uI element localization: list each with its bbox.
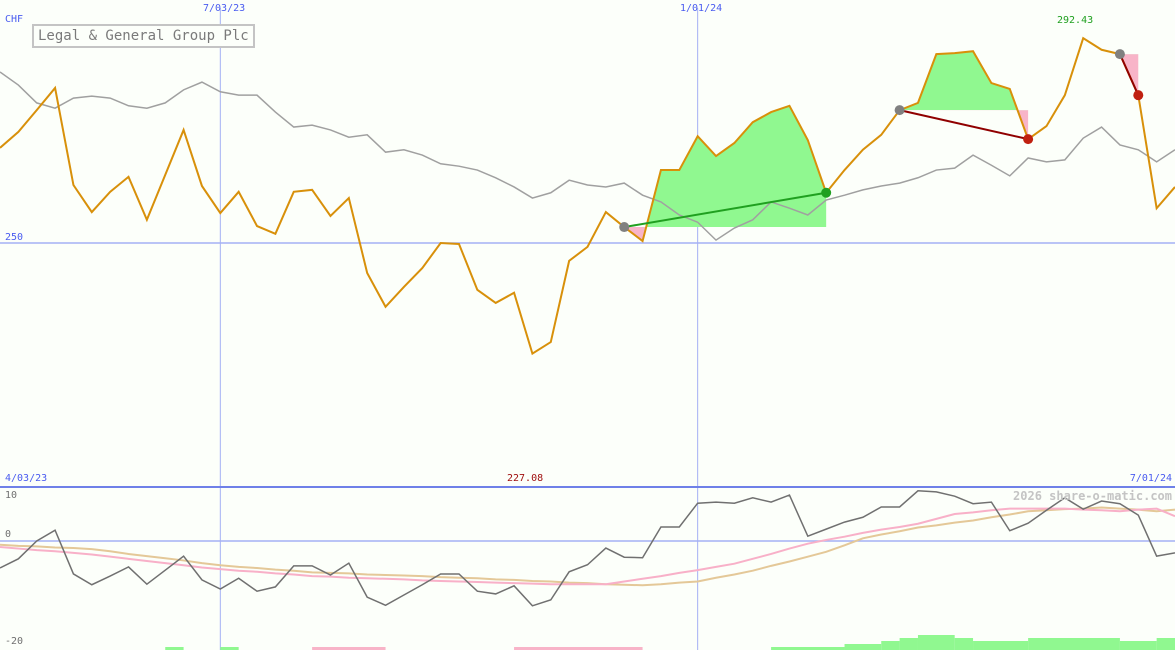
histogram-bar [220,647,239,650]
histogram-bar [1119,641,1157,650]
histogram-bar [954,638,974,650]
min-price-label: 227.08 [507,473,544,484]
trade-fill-above [899,51,1029,111]
histogram-bar [1028,638,1120,650]
histogram-bar [899,638,918,650]
watermark: 2026 share-o-matic.com [1013,489,1172,503]
indicator-tick-label: -20 [5,636,24,647]
x-start-label: 4/03/23 [5,473,48,484]
histogram-bar [844,644,882,650]
trade-entry-marker [894,105,905,116]
trade-fill-below [624,227,827,242]
x-tick-label: 7/03/23 [203,3,246,14]
trade-exit-marker [821,187,832,198]
indicator-line-signal-slow [0,506,1175,587]
trade-exit-marker [1023,134,1034,145]
trade-entry-marker [1114,49,1125,60]
histogram-bar [312,647,386,650]
trade-entry-marker [619,222,630,233]
price-line [0,36,1175,356]
max-price-label: 292.43 [1057,15,1094,26]
trade-line [624,191,827,229]
histogram-bar [771,647,845,650]
chart-title: Legal & General Group Plc [32,24,255,48]
comparison-line [0,71,1175,242]
x-end-label: 7/01/24 [1129,473,1172,484]
histogram-bar [1156,638,1175,650]
indicator-tick-label: 10 [5,490,18,501]
trade-fill-above [624,105,827,228]
histogram-bar [973,641,1029,650]
indicator-tick-label: 0 [5,529,12,540]
indicator-line-momentum [0,490,1175,607]
trade-line [899,109,1029,141]
trade-line [1119,53,1140,96]
histogram-bar [881,641,900,650]
trade-exit-marker [1133,90,1144,101]
indicator-line-signal-fast [0,507,1175,586]
histogram-bar [917,635,955,650]
histogram-bar [514,647,643,650]
price-reference-label: 250 [5,232,24,243]
currency-label: CHF [5,14,24,25]
histogram-bar [165,647,184,650]
x-tick-label: 1/01/24 [680,3,723,14]
